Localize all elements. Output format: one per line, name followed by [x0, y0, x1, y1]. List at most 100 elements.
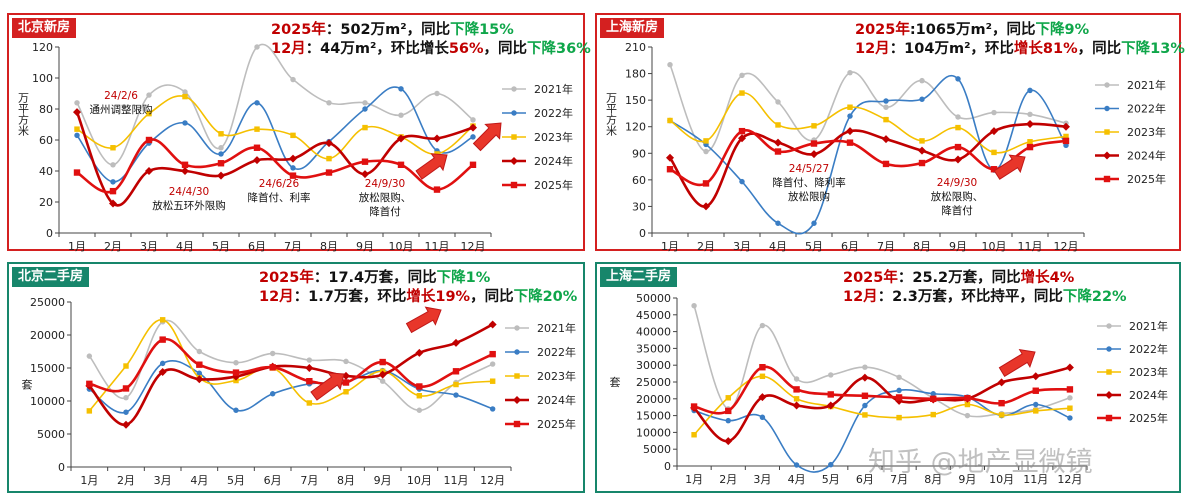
headline-line-2: 12月：44万m²，环比增长56%，同比下降36%	[271, 40, 591, 59]
trend-arrow-icon	[405, 306, 442, 334]
data-point	[828, 461, 834, 468]
data-point	[469, 161, 477, 168]
data-point	[1104, 129, 1110, 135]
data-point	[253, 144, 261, 151]
data-point	[342, 371, 350, 380]
data-point	[182, 120, 188, 126]
data-point	[918, 159, 926, 167]
data-point	[1062, 137, 1070, 145]
x-tick-label: 12月	[1057, 473, 1082, 486]
legend-label: 2021年	[534, 82, 573, 96]
watermark: 知乎 @地产显微镜	[868, 447, 1093, 478]
y-tick-label: 120	[625, 121, 646, 134]
series-2025年	[690, 364, 1074, 415]
data-point	[73, 108, 81, 117]
data-point	[361, 170, 369, 179]
x-tick-label: 9月	[374, 474, 392, 487]
legend-label: 2024年	[537, 393, 576, 407]
data-point	[954, 143, 962, 151]
legend-entry: 2022年	[1097, 342, 1168, 356]
data-point	[122, 420, 130, 429]
x-tick-label: 3月	[154, 474, 172, 487]
data-point	[759, 364, 766, 371]
data-point	[453, 381, 459, 388]
x-tick-label: 11月	[444, 474, 469, 487]
series-2025年	[73, 136, 477, 195]
data-point	[306, 357, 313, 363]
y-tick-label: 0	[46, 227, 53, 240]
series-2021年	[74, 43, 476, 168]
y-tick-label: 25000	[30, 296, 65, 309]
data-point	[919, 77, 925, 84]
data-point	[775, 122, 781, 128]
data-point	[269, 391, 276, 397]
data-point	[196, 370, 203, 376]
headline-segment: ，同比	[470, 289, 514, 305]
data-point	[182, 93, 188, 100]
chart-sh-second: 0 5000 10000 15000 20000 25000 30000 35000 40000…	[610, 292, 1169, 486]
data-point	[918, 146, 926, 155]
data-point	[488, 320, 497, 329]
data-point	[666, 153, 674, 162]
series-2024年	[73, 108, 477, 208]
y-tick-label: 120	[32, 41, 53, 54]
data-point	[1067, 405, 1073, 411]
data-point	[991, 109, 997, 116]
headline-segment: 2025年	[271, 22, 326, 38]
data-point	[998, 412, 1005, 418]
y-tick-label: 45000	[636, 309, 671, 322]
annotation-text: 降首付、降利率	[772, 176, 846, 189]
data-point	[289, 172, 297, 179]
panel-bj-second: 北京二手房 2025年：17.4万套，同比下降1% 12月：1.7万套，环比增长…	[7, 262, 585, 493]
data-point	[702, 202, 710, 211]
x-tick-label: 10月	[989, 473, 1014, 486]
legend-entry: 2023年	[1095, 125, 1166, 139]
data-point	[86, 408, 93, 414]
data-point	[1065, 363, 1074, 372]
legend-label: 2024年	[534, 154, 573, 168]
x-tick-label: 3月	[733, 240, 751, 253]
y-tick-label: 80	[39, 103, 53, 116]
data-point	[123, 363, 129, 369]
headline-segment: 下降9%	[1035, 22, 1090, 38]
headline-segment: 2025年	[855, 22, 910, 38]
data-point	[1067, 415, 1073, 421]
data-point	[1026, 120, 1034, 129]
legend-label: 2022年	[1127, 102, 1166, 116]
x-tick-label: 8月	[913, 240, 931, 253]
data-point	[416, 407, 423, 413]
data-point	[1033, 408, 1039, 414]
headline-line-1: 2025年：502万m²，同比下降15%	[271, 21, 514, 40]
data-point	[861, 392, 869, 399]
annotation-text: 24/9/30	[365, 178, 405, 190]
legend-entry: 2021年	[1097, 319, 1168, 333]
data-point	[896, 374, 902, 381]
data-point	[759, 373, 766, 380]
data-point	[1027, 111, 1033, 118]
legend-entry: 2025年	[1097, 411, 1168, 425]
x-tick-label: 7月	[877, 240, 895, 253]
data-point	[232, 369, 240, 376]
annotation-text: 24/2/6	[104, 90, 138, 102]
x-tick-label: 10月	[389, 240, 414, 253]
data-point	[159, 317, 166, 323]
data-point	[882, 135, 890, 144]
data-point	[793, 376, 800, 382]
data-point	[433, 186, 441, 193]
data-point	[326, 155, 332, 162]
data-point	[1103, 175, 1111, 183]
data-point	[725, 395, 731, 401]
data-point	[433, 134, 441, 143]
data-point	[362, 124, 368, 131]
x-tick-label: 9月	[958, 473, 976, 486]
y-axis-label: 套	[22, 379, 33, 392]
data-point	[847, 113, 853, 119]
data-point	[489, 361, 496, 367]
x-tick-label: 1月	[661, 240, 679, 253]
data-point	[1105, 391, 1113, 399]
data-point	[86, 353, 93, 359]
panel-bj-new: 北京新房 2025年：502万m²，同比下降15% 12月：44万m²，环比增长…	[7, 13, 591, 253]
data-point	[513, 396, 521, 404]
data-point	[513, 420, 521, 428]
panel-tag: 上海新房	[600, 18, 665, 38]
